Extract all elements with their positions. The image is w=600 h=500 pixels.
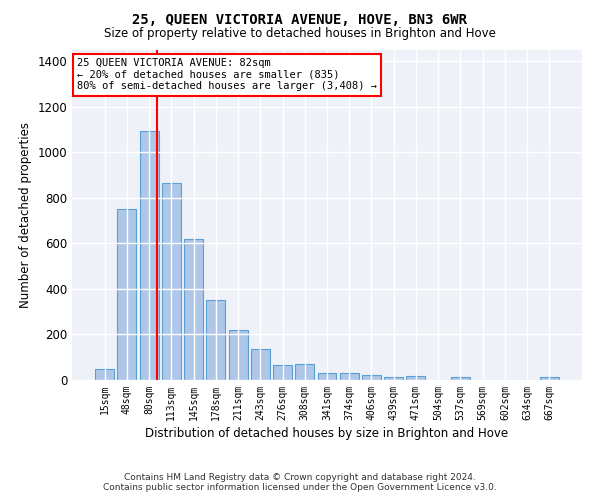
Bar <box>229 330 248 380</box>
Bar <box>406 376 425 380</box>
Bar <box>295 364 314 380</box>
Bar <box>451 378 470 380</box>
Bar <box>362 375 381 380</box>
Text: Size of property relative to detached houses in Brighton and Hove: Size of property relative to detached ho… <box>104 28 496 40</box>
Text: 25, QUEEN VICTORIA AVENUE, HOVE, BN3 6WR: 25, QUEEN VICTORIA AVENUE, HOVE, BN3 6WR <box>133 12 467 26</box>
Text: 25 QUEEN VICTORIA AVENUE: 82sqm
← 20% of detached houses are smaller (835)
80% o: 25 QUEEN VICTORIA AVENUE: 82sqm ← 20% of… <box>77 58 377 92</box>
Bar <box>540 378 559 380</box>
Bar <box>118 210 136 380</box>
Bar <box>340 373 359 380</box>
Bar <box>95 369 114 380</box>
Bar <box>317 373 337 380</box>
Bar <box>273 365 292 380</box>
Y-axis label: Number of detached properties: Number of detached properties <box>19 122 32 308</box>
Bar <box>384 376 403 380</box>
Bar <box>184 239 203 380</box>
Text: Contains HM Land Registry data © Crown copyright and database right 2024.
Contai: Contains HM Land Registry data © Crown c… <box>103 473 497 492</box>
Bar <box>251 350 270 380</box>
Bar <box>162 183 181 380</box>
X-axis label: Distribution of detached houses by size in Brighton and Hove: Distribution of detached houses by size … <box>145 427 509 440</box>
Bar <box>140 131 158 380</box>
Bar <box>206 300 225 380</box>
